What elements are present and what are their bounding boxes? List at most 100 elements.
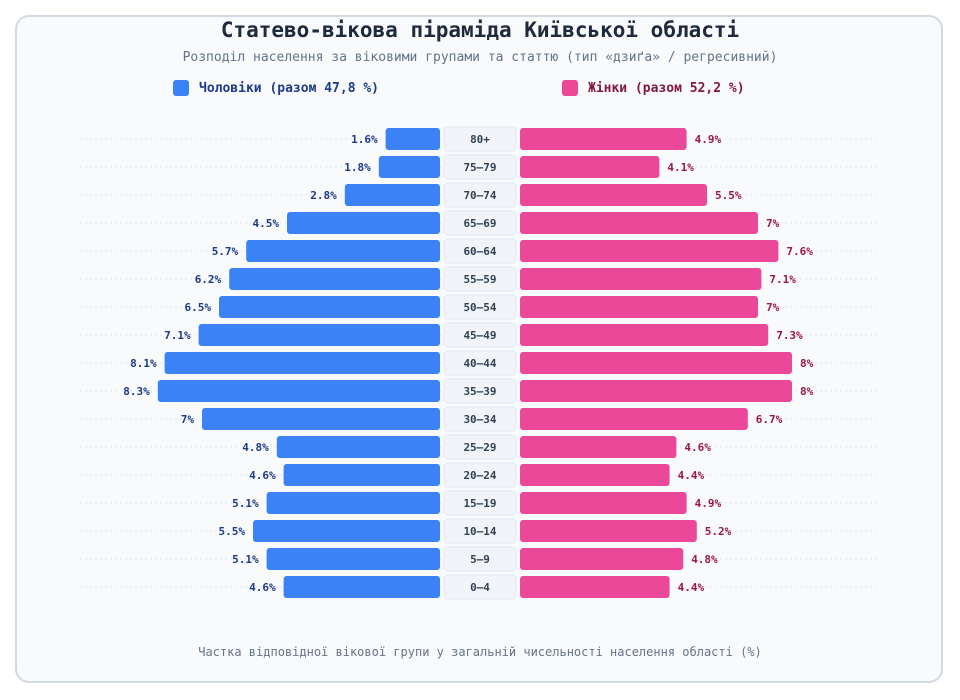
female-bar [520,408,748,430]
age-group-box [443,434,517,460]
age-group-box [443,574,517,600]
age-group-label: 10–14 [463,525,496,538]
male-value-label: 7% [181,413,195,426]
age-group-label: 5–9 [470,553,490,566]
age-group-box [443,210,517,236]
male-value-label: 5.5% [219,525,246,538]
chart-subtitle: Розподіл населення за віковими групами т… [182,50,778,65]
male-bar [344,184,440,206]
male-value-label: 4.6% [249,581,276,594]
male-bar [283,576,440,598]
female-bar [520,296,758,318]
age-group-label: 40–44 [463,357,496,370]
male-bar [385,128,440,150]
female-bar [520,520,697,542]
male-value-label: 7.1% [164,329,191,342]
female-value-label: 7.6% [786,245,813,258]
age-group-label: 70–74 [463,189,496,202]
female-bar [520,352,792,374]
female-bar [520,380,792,402]
male-bar [246,240,440,262]
male-bar [157,380,441,402]
female-bar [520,128,687,150]
female-value-label: 7% [766,217,780,230]
male-value-label: 2.8% [310,189,337,202]
age-group-box [443,546,517,572]
legend-male: Чоловіки (разом 47,8 %) [173,78,379,98]
male-bar [198,324,440,346]
age-group-label: 15–19 [463,497,496,510]
female-value-label: 4.6% [684,441,711,454]
female-bar [520,212,758,234]
female-value-label: 4.1% [667,161,694,174]
male-value-label: 6.5% [185,301,212,314]
female-value-label: 6.7% [756,413,783,426]
legend-male-label: Чоловіки (разом 47,8 %) [199,80,380,96]
age-group-box [443,294,517,320]
age-group-label: 60–64 [463,245,496,258]
female-value-label: 4.9% [695,497,722,510]
female-value-label: 8% [800,385,814,398]
female-value-label: 4.4% [678,581,705,594]
male-value-label: 6.2% [195,273,222,286]
age-group-box [443,406,517,432]
age-group-label: 75–79 [463,161,496,174]
female-bar [520,268,762,290]
female-bar [520,156,660,178]
male-bar [266,548,440,570]
age-group-label: 25–29 [463,441,496,454]
age-group-label: 50–54 [463,301,496,314]
female-value-label: 8% [800,357,814,370]
female-value-label: 7% [766,301,780,314]
male-bar [253,520,440,542]
legend-male-swatch [173,80,189,96]
male-value-label: 4.6% [249,469,276,482]
age-group-box [443,182,517,208]
x-axis-caption: Частка відповідної вікової групи у загал… [198,645,762,659]
age-group-box [443,350,517,376]
male-bar [202,408,440,430]
legend-female: Жінки (разом 52,2 %) [562,78,745,98]
age-group-label: 30–34 [463,413,496,426]
age-group-label: 80+ [470,133,490,146]
age-group-label: 55–59 [463,273,496,286]
male-value-label: 5.7% [212,245,239,258]
female-value-label: 7.3% [776,329,803,342]
age-group-box [443,490,517,516]
male-bar [219,296,440,318]
age-group-box [443,154,517,180]
male-value-label: 8.3% [123,385,150,398]
female-bar [520,576,670,598]
male-bar [164,352,440,374]
female-value-label: 5.2% [705,525,732,538]
age-group-box [443,518,517,544]
male-value-label: 1.6% [351,133,378,146]
age-group-label: 20–24 [463,469,496,482]
female-bar [520,548,684,570]
age-group-label: 45–49 [463,329,496,342]
male-bar [276,436,440,458]
age-group-label: 35–39 [463,385,496,398]
male-bar [287,212,440,234]
male-value-label: 1.8% [344,161,371,174]
legend-female-label: Жінки (разом 52,2 %) [588,80,745,96]
age-group-box [443,266,517,292]
age-group-box [443,126,517,152]
female-bar [520,240,779,262]
age-group-label: 65–69 [463,217,496,230]
female-value-label: 7.1% [769,273,796,286]
male-bar [378,156,440,178]
male-bar [266,492,440,514]
male-bar [283,464,440,486]
male-value-label: 8.1% [130,357,157,370]
female-value-label: 4.8% [691,553,718,566]
female-value-label: 5.5% [715,189,742,202]
male-value-label: 4.5% [253,217,280,230]
male-value-label: 5.1% [232,553,259,566]
female-bar [520,324,769,346]
age-group-box [443,238,517,264]
female-bar [520,184,707,206]
female-bar [520,492,687,514]
age-group-box [443,322,517,348]
